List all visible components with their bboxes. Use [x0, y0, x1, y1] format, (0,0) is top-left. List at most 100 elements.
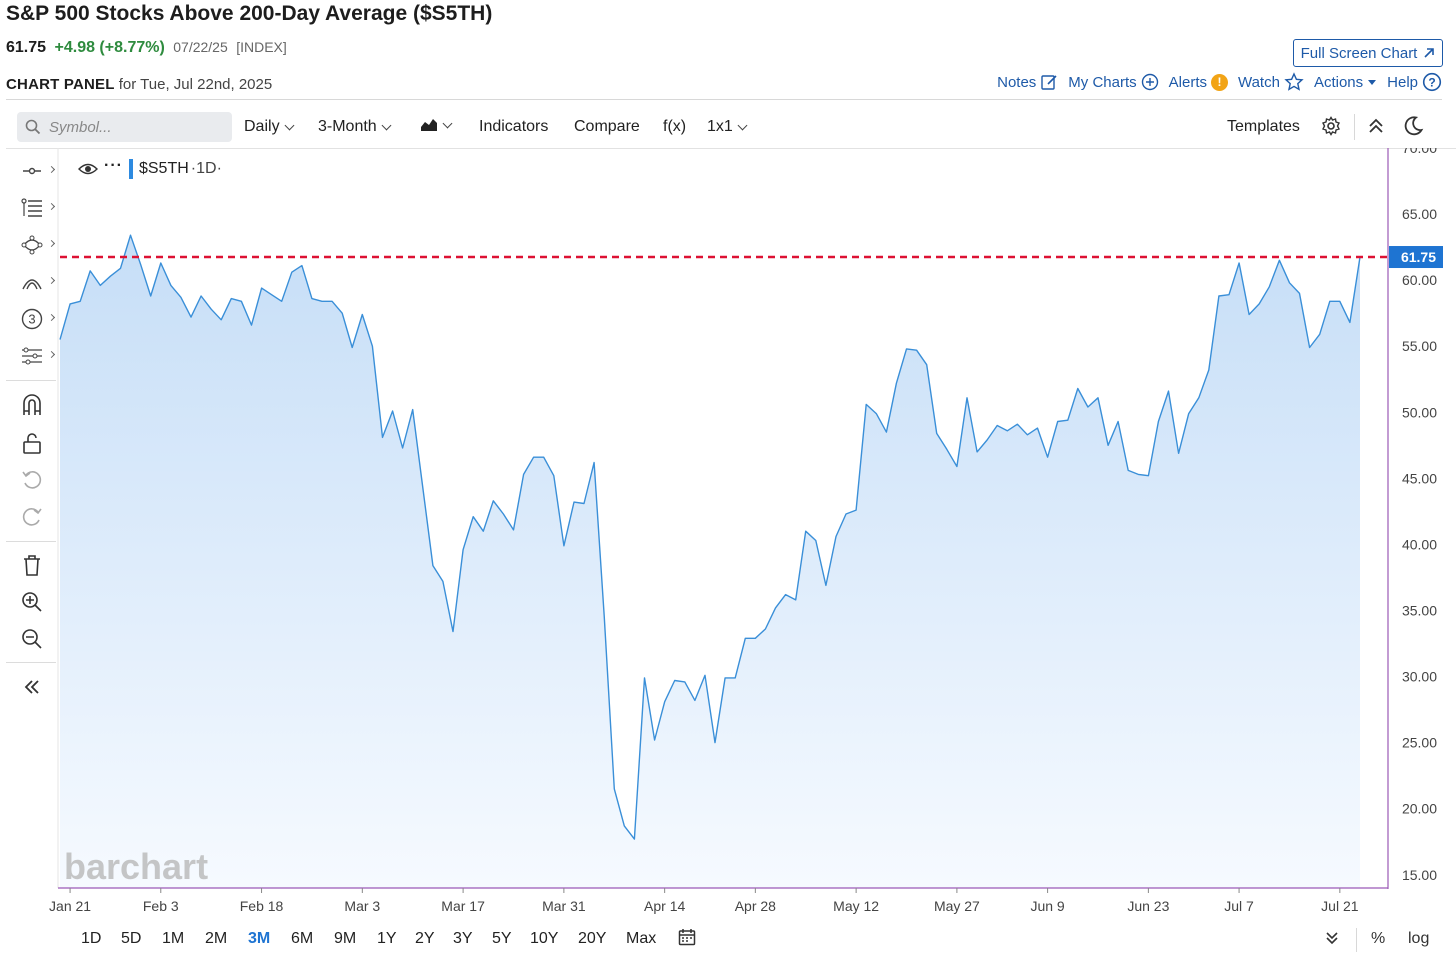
series-legend[interactable]: ··· $S5TH ·1D· — [78, 157, 222, 179]
shape-tool[interactable] — [6, 230, 58, 260]
range-1y[interactable]: 1Y — [377, 930, 397, 947]
toolbar-divider-line — [6, 148, 1456, 149]
range-1m[interactable]: 1M — [162, 930, 185, 947]
indicators-button[interactable]: Indicators — [479, 118, 549, 135]
price-change: +4.98 (+8.77%) — [54, 39, 165, 56]
alerts-link[interactable]: Alerts ! — [1169, 73, 1228, 91]
lock-tool[interactable] — [6, 428, 58, 458]
count-tool[interactable]: 3 — [6, 304, 58, 334]
period-select[interactable]: 3-Month — [318, 118, 392, 136]
my-charts-link[interactable]: My Charts — [1068, 73, 1158, 91]
dark-mode-toggle[interactable] — [1402, 115, 1424, 137]
interval-select[interactable]: Daily — [244, 118, 295, 136]
notes-link[interactable]: Notes — [997, 73, 1058, 91]
percent-toggle[interactable]: % — [1371, 930, 1386, 947]
x-tick-label: Mar 3 — [344, 898, 380, 914]
range-1d[interactable]: 1D — [81, 930, 102, 947]
double-chevron-up-icon — [1369, 118, 1383, 133]
range-20y[interactable]: 20Y — [578, 930, 607, 947]
symbol-input-placeholder: Symbol... — [49, 118, 112, 136]
watch-link[interactable]: Watch — [1238, 72, 1304, 92]
layout-select[interactable]: 1x1 — [707, 118, 748, 136]
y-tick-label: 30.00 — [1402, 669, 1437, 685]
series-line — [59, 234, 1361, 840]
interval-label: Daily — [244, 118, 280, 135]
date-range-button[interactable] — [678, 928, 696, 951]
area-chart-icon — [421, 119, 437, 131]
eye-icon[interactable] — [78, 162, 98, 176]
collapse-button[interactable] — [1367, 116, 1385, 136]
page-title: S&P 500 Stocks Above 200-Day Average ($S… — [6, 2, 493, 25]
help-link[interactable]: Help ? — [1387, 72, 1442, 92]
y-tick-label: 50.00 — [1402, 404, 1437, 420]
fib-tool[interactable] — [6, 193, 58, 223]
zoom-out-button[interactable] — [6, 624, 58, 654]
pattern-icon — [22, 347, 42, 365]
edit-icon — [1041, 75, 1057, 90]
range-max[interactable]: Max — [626, 930, 657, 947]
log-toggle[interactable]: log — [1408, 930, 1430, 947]
arc-tool[interactable] — [6, 267, 58, 297]
magnet-tool[interactable] — [6, 390, 58, 420]
chevron-down-icon — [381, 120, 392, 130]
double-chevron-down-icon — [1326, 932, 1338, 945]
number-three-icon: 3 — [21, 308, 43, 330]
x-tick-label: May 27 — [934, 898, 980, 914]
range-5y[interactable]: 5Y — [492, 930, 512, 947]
price-chart[interactable]: 70.00 65.00 60.00 55.00 50.00 45.00 40.00 35.00… — [0, 148, 1456, 923]
delete-button[interactable] — [6, 550, 58, 580]
x-tick-label: Apr 28 — [735, 898, 776, 914]
unlock-icon — [23, 433, 41, 454]
chart-type-select[interactable] — [420, 118, 453, 132]
search-icon — [25, 119, 41, 135]
templates-button[interactable]: Templates — [1227, 118, 1300, 135]
chevron-down-icon — [284, 120, 295, 130]
layout-label: 1x1 — [707, 118, 733, 135]
x-tick-label: Jan 21 — [49, 898, 91, 914]
x-tick-label: Mar 31 — [542, 898, 586, 914]
range-5d[interactable]: 5D — [121, 930, 142, 947]
expand-down-button[interactable] — [1325, 930, 1339, 951]
x-tick-label: Jun 23 — [1127, 898, 1169, 914]
moon-icon — [1404, 116, 1424, 136]
range-3y[interactable]: 3Y — [453, 930, 473, 947]
redo-button[interactable] — [6, 502, 58, 532]
collapse-tools-button[interactable] — [6, 672, 58, 702]
more-icon[interactable]: ··· — [104, 157, 123, 174]
range-2m[interactable]: 2M — [205, 930, 228, 947]
zoom-out-icon — [22, 629, 42, 649]
range-9m[interactable]: 9M — [334, 930, 357, 947]
line-tool[interactable] — [6, 156, 58, 186]
range-6m[interactable]: 6M — [291, 930, 314, 947]
quote-line: 61.75 +4.98 (+8.77%) 07/22/25 [INDEX] — [6, 39, 287, 57]
external-arrow-icon — [1424, 48, 1435, 58]
undo-button[interactable] — [6, 465, 58, 495]
chevron-down-icon — [737, 120, 748, 130]
actions-label: Actions — [1313, 73, 1364, 91]
toolbar-divider — [1354, 114, 1355, 140]
y-tick-label: 35.00 — [1402, 603, 1437, 619]
full-screen-label: Full Screen Chart — [1300, 44, 1418, 62]
caret-down-icon — [1368, 80, 1377, 85]
y-tick-label: 60.00 — [1402, 272, 1437, 288]
chart-panel-heading: CHART PANEL — [6, 76, 115, 93]
range-3m[interactable]: 3M — [248, 930, 271, 947]
compare-button[interactable]: Compare — [574, 118, 640, 135]
alert-icon: ! — [1210, 73, 1228, 91]
full-screen-chart-button[interactable]: Full Screen Chart — [1293, 39, 1443, 67]
y-tick-label: 25.00 — [1402, 735, 1437, 751]
settings-button[interactable] — [1321, 116, 1341, 136]
y-tick-label: 65.00 — [1402, 206, 1437, 222]
zoom-in-button[interactable] — [6, 587, 58, 617]
pattern-tool[interactable] — [6, 341, 58, 371]
range-10y[interactable]: 10Y — [530, 930, 559, 947]
y-tick-label: 15.00 — [1402, 867, 1437, 883]
series-color-swatch — [128, 159, 133, 179]
chart-area[interactable]: 70.00 65.00 60.00 55.00 50.00 45.00 40.00 35.00… — [0, 148, 1456, 923]
symbol-search[interactable]: Symbol... — [17, 112, 232, 142]
fx-button[interactable]: f(x) — [663, 118, 687, 135]
actions-menu[interactable]: Actions — [1314, 74, 1377, 91]
magnet-icon — [23, 394, 41, 415]
notes-label: Notes — [997, 73, 1037, 91]
range-2y[interactable]: 2Y — [415, 930, 435, 947]
